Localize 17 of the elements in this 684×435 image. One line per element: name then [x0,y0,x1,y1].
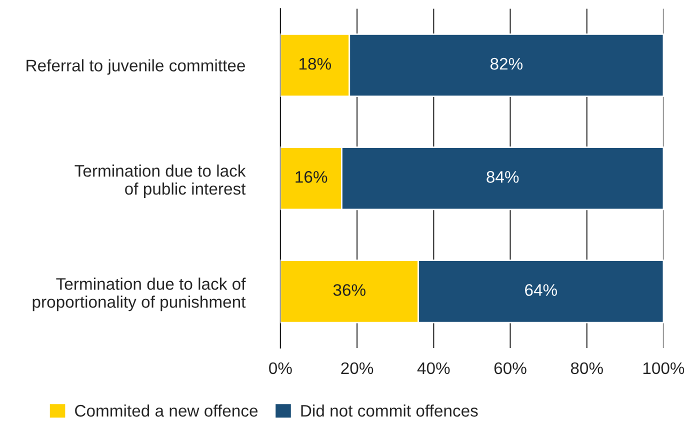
legend-label: Did not commit offences [301,404,478,417]
data-label: 36% [333,284,366,296]
x-tick-label: 80% [570,362,603,374]
y-tick-label: Termination due to lack of public interest [74,164,246,198]
x-tick-label: 60% [494,362,526,374]
data-label: 18% [300,58,331,70]
data-label: 84% [486,171,519,183]
x-tick-label: 0% [269,362,292,374]
legend-label: Commited a new offence [75,404,258,417]
x-tick-label: 100% [643,362,684,374]
x-tick-label: 20% [341,362,374,374]
x-tick-label: 40% [417,362,450,374]
y-tick-label: Referral to juvenile committee [26,59,245,75]
y-tick-label: Termination due to lack of proportionality of punishment [32,278,246,312]
data-label: 64% [525,284,557,296]
data-label: 16% [296,171,328,183]
data-label: 82% [490,58,523,70]
